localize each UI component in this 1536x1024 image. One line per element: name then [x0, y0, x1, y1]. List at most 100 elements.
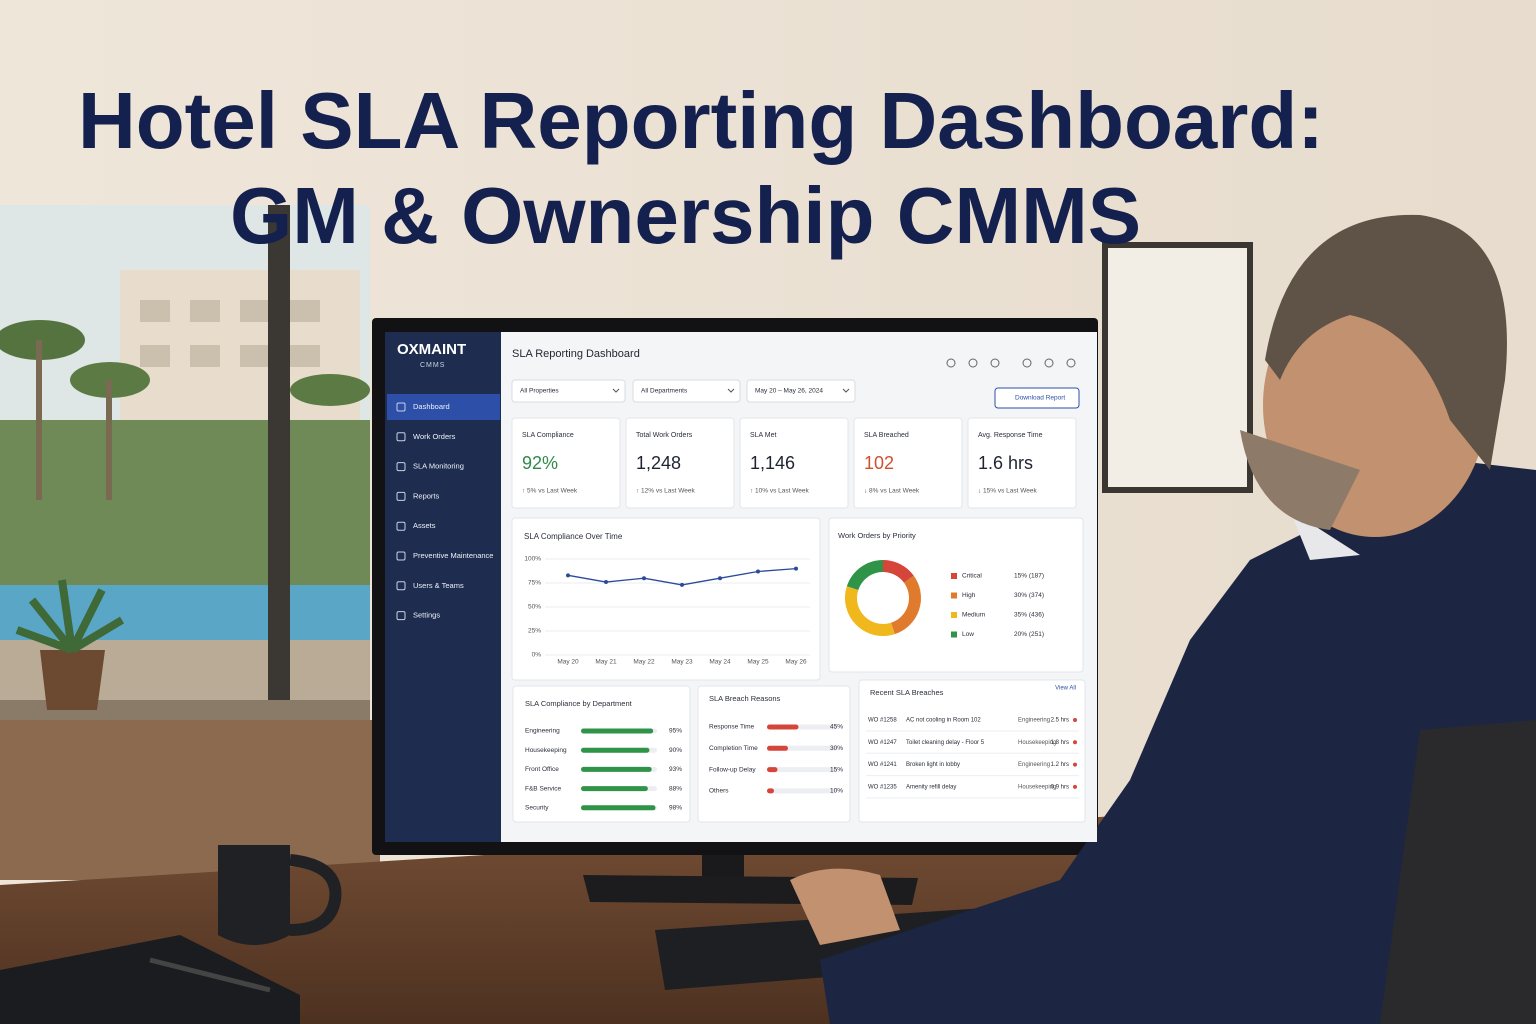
- filter-box[interactable]: [511, 379, 626, 403]
- bar-value-label: 15%: [830, 766, 843, 773]
- y-tick-label: 0%: [532, 652, 542, 659]
- wo-time: 1.2 hrs: [1051, 762, 1069, 768]
- status-dot: [1073, 740, 1077, 745]
- chart-title: SLA Compliance by Department: [525, 699, 633, 708]
- nav-icon: [396, 581, 406, 591]
- header-icon: [990, 358, 1000, 368]
- bar: [581, 728, 654, 734]
- bar-category: Engineering: [525, 728, 560, 735]
- card: [858, 679, 1086, 823]
- header-icon: [1044, 358, 1054, 368]
- wo-id[interactable]: WO #1241: [868, 762, 897, 768]
- legend-label: High: [962, 592, 976, 599]
- filter-box[interactable]: [746, 379, 856, 403]
- nav-icon: [396, 462, 406, 472]
- nav-item[interactable]: Settings: [413, 611, 440, 620]
- download-label[interactable]: Download Report: [1015, 395, 1065, 402]
- dashboard-screen: OXMAINT CMMS Dashboard Work Orders SLA Monit…: [385, 332, 1097, 842]
- header-icon: [968, 358, 978, 368]
- wo-description: Amenity refill delay: [906, 784, 956, 790]
- legend-value: 30% (374): [1014, 592, 1044, 599]
- nav-icon: [396, 491, 406, 501]
- header-icon: [1066, 358, 1076, 368]
- view-all-link[interactable]: View All: [1055, 686, 1076, 692]
- notebook: [0, 935, 300, 1024]
- status-dot: [1073, 784, 1077, 789]
- card: [853, 417, 963, 509]
- kpi-change: ↑ 10% vs Last Week: [750, 488, 810, 495]
- x-tick-label: May 24: [709, 659, 731, 666]
- bar-category: Response Time: [709, 724, 755, 731]
- line-point: [642, 576, 646, 581]
- bar-category: F&B Service: [525, 785, 562, 792]
- card: [967, 417, 1077, 509]
- bar: [581, 766, 652, 772]
- chart-title: SLA Breach Reasons: [709, 694, 781, 703]
- chart-title: Work Orders by Priority: [838, 531, 916, 540]
- person: [790, 214, 1536, 1024]
- x-tick-label: May 23: [671, 659, 693, 666]
- wo-description: AC not cooling in Room 102: [906, 718, 981, 724]
- kpi-value: 102: [864, 453, 894, 473]
- card: [511, 517, 821, 681]
- nav-item[interactable]: Users & Teams: [413, 581, 464, 590]
- chart-title: SLA Compliance Over Time: [524, 532, 623, 541]
- nav-icon: [396, 551, 406, 561]
- y-tick-label: 50%: [528, 604, 541, 611]
- wo-department: Engineering: [1018, 718, 1050, 724]
- bar: [767, 767, 778, 773]
- nav-item[interactable]: Dashboard: [413, 402, 450, 411]
- kpi-value: 1.6 hrs: [978, 453, 1033, 473]
- nav-item[interactable]: Work Orders: [413, 432, 456, 441]
- nav-item[interactable]: Assets: [413, 521, 436, 530]
- donut-segment: [845, 586, 895, 636]
- filter-label[interactable]: May 20 – May 26, 2024: [755, 388, 823, 395]
- line-point: [566, 573, 570, 578]
- donut-segment: [846, 560, 884, 591]
- kpi-label: Total Work Orders: [636, 432, 693, 439]
- donut-segment: [890, 575, 921, 635]
- page-title-line: Hotel SLA Reporting Dashboard:: [78, 76, 1324, 165]
- legend-label: Critical: [962, 573, 982, 580]
- filter-box[interactable]: [632, 379, 741, 403]
- wo-department: Engineering: [1018, 762, 1050, 768]
- bar-category: Others: [709, 788, 729, 795]
- bar-category: Security: [525, 805, 549, 812]
- sideboard: [0, 720, 380, 880]
- legend-label: Medium: [962, 612, 985, 619]
- nav-icon: [396, 402, 406, 412]
- donut-segment: [882, 560, 914, 584]
- bar-track: [767, 767, 837, 773]
- wo-department: Housekeeping: [1018, 740, 1056, 746]
- line-point: [794, 566, 798, 571]
- wall-frame: [1102, 242, 1253, 493]
- nav-active: [387, 394, 500, 420]
- kpi-value: 1,248: [636, 453, 681, 473]
- legend-value: 20% (251): [1014, 631, 1044, 638]
- legend-value: 35% (436): [1014, 612, 1044, 619]
- download-button[interactable]: [994, 387, 1080, 409]
- nav-icon: [396, 432, 406, 442]
- bar: [581, 747, 650, 753]
- nav-icon: [396, 611, 406, 621]
- bar-value-label: 10%: [830, 788, 843, 795]
- nav-item[interactable]: Reports: [413, 491, 440, 500]
- wo-id[interactable]: WO #1247: [868, 740, 897, 746]
- filter-label[interactable]: All Departments: [641, 388, 688, 395]
- wo-department: Housekeeping: [1018, 784, 1056, 790]
- wo-id[interactable]: WO #1235: [868, 784, 897, 790]
- filter-label[interactable]: All Properties: [520, 388, 559, 395]
- mug: [218, 845, 342, 945]
- x-tick-label: May 25: [747, 659, 769, 666]
- wo-time: 1.8 hrs: [1051, 740, 1069, 746]
- bar: [767, 724, 799, 730]
- chevron: [612, 388, 620, 393]
- card: [511, 417, 621, 509]
- line-point: [604, 580, 608, 585]
- nav-item[interactable]: Preventive Maintenance: [413, 551, 493, 560]
- nav-item[interactable]: SLA Monitoring: [413, 462, 464, 471]
- wo-description: Broken light in lobby: [906, 762, 960, 768]
- bar-value-label: 95%: [669, 728, 682, 735]
- bar-value-label: 45%: [830, 724, 843, 731]
- wo-id[interactable]: WO #1258: [868, 718, 897, 724]
